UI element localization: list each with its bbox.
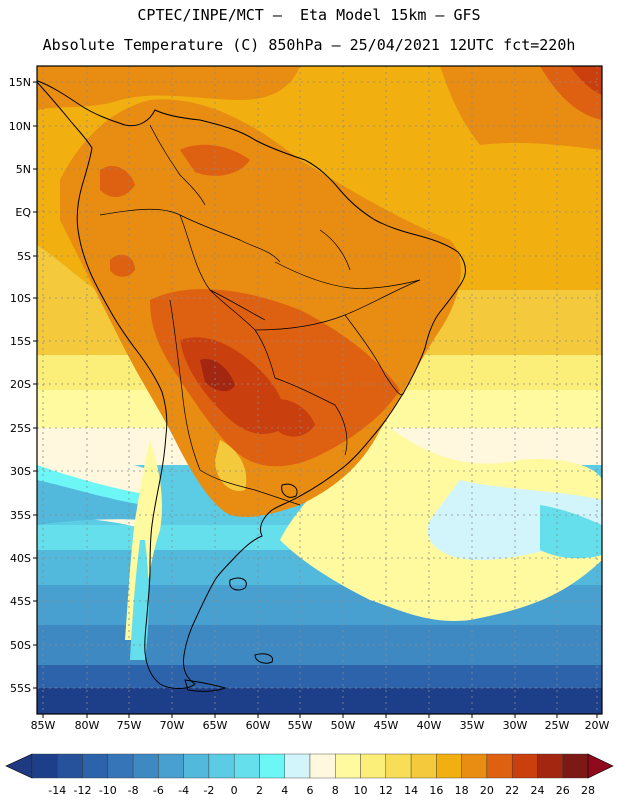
temperature-field: [37, 66, 602, 714]
colorbar-cells: [5, 753, 614, 779]
colorbar-cell: [410, 753, 437, 779]
longitude-label: 20W: [585, 719, 610, 732]
latitude-label: 55S: [10, 682, 31, 695]
colorbar-cell: [208, 753, 235, 779]
latitude-label: 45S: [10, 595, 31, 608]
colorbar-label: -8: [128, 784, 139, 797]
latitude-label: 40S: [10, 552, 31, 565]
colorbar-label: -6: [153, 784, 164, 797]
graticule: [37, 66, 602, 714]
longitude-label: 40W: [417, 719, 442, 732]
colorbar-label: 10: [354, 784, 368, 797]
longitude-labels: 85W 80W 75W 70W 65W 60W 55W 50W 45W 40W 35W 30W 25W 2…: [31, 714, 610, 732]
colorbar-cell: [31, 753, 58, 779]
latitude-label: 10N: [9, 120, 31, 133]
colorbar-cell: [511, 753, 538, 779]
colorbar-cell: [132, 753, 159, 779]
colorbar-cell: [82, 753, 109, 779]
colorbar-label: 20: [480, 784, 494, 797]
colorbar-label: 22: [505, 784, 519, 797]
colorbar-cell: [461, 753, 488, 779]
colorbar-label: 6: [307, 784, 314, 797]
colorbar-label: 16: [429, 784, 443, 797]
country-borders: [99, 124, 421, 506]
colorbar-label: -4: [178, 784, 189, 797]
colorbar-cell: [183, 753, 210, 779]
longitude-label: 25W: [545, 719, 570, 732]
longitude-label: 35W: [460, 719, 485, 732]
longitude-label: 80W: [75, 719, 100, 732]
latitude-label: 50S: [10, 639, 31, 652]
colorbar-cell: [57, 753, 83, 779]
latitude-label: 15S: [10, 335, 31, 348]
colorbar-under-arrow: [5, 753, 33, 779]
latitude-labels: 15N 10N 5N EQ 5S 10S 15S 20S 25S 30S 35S 40S 45S 50S 5…: [9, 76, 37, 695]
colorbar-cell: [259, 753, 285, 779]
latitude-label: 30S: [10, 465, 31, 478]
latitude-label: 5N: [16, 163, 31, 176]
colorbar-cell: [385, 753, 412, 779]
colorbar-label: 24: [530, 784, 544, 797]
colorbar-cell: [233, 753, 260, 779]
colorbar-label: 8: [332, 784, 339, 797]
coastline: [37, 80, 466, 692]
colorbar-label: 0: [231, 784, 238, 797]
latitude-label: 25S: [10, 422, 31, 435]
longitude-label: 45W: [374, 719, 399, 732]
longitude-label: 55W: [288, 719, 313, 732]
colorbar-label: 12: [379, 784, 393, 797]
colorbar-label: 14: [404, 784, 418, 797]
latitude-label: 35S: [10, 509, 31, 522]
colorbar-label: 4: [281, 784, 288, 797]
latitude-label: 20S: [10, 378, 31, 391]
longitude-label: 50W: [331, 719, 356, 732]
latitude-label: 5S: [17, 250, 31, 263]
colorbar-cell: [562, 753, 589, 779]
longitude-label: 85W: [31, 719, 56, 732]
colorbar-label: -12: [74, 784, 92, 797]
colorbar-cell: [107, 753, 134, 779]
longitude-label: 30W: [503, 719, 528, 732]
colorbar-label: -2: [203, 784, 214, 797]
longitude-label: 60W: [246, 719, 271, 732]
colorbar-cell: [309, 753, 336, 779]
colorbar-over-arrow: [587, 753, 614, 779]
colorbar-cell: [486, 753, 513, 779]
latitude-label: EQ: [15, 206, 31, 219]
colorbar-cell: [360, 753, 387, 779]
colorbar-cell: [436, 753, 462, 779]
colorbar-label: 18: [455, 784, 469, 797]
colorbar-label: -10: [99, 784, 117, 797]
colorbar-cell: [284, 753, 311, 779]
colorbar-label: -14: [48, 784, 66, 797]
longitude-label: 70W: [160, 719, 185, 732]
colorbar-label: 28: [581, 784, 595, 797]
colorbar-cell: [335, 753, 361, 779]
map-frame: [36, 65, 603, 715]
latitude-label: 10S: [10, 292, 31, 305]
colorbar-label: 2: [256, 784, 263, 797]
colorbar-cell: [537, 753, 563, 779]
colorbar-labels: -14 -12 -10 -8 -6 -4 -2 0 2 4 6 8 10 12 14 16 18 20 22 24 26…: [48, 784, 595, 797]
longitude-label: 65W: [203, 719, 228, 732]
map-title-line-2: Absolute Temperature (C) 850hPa – 25/04/…: [42, 36, 576, 54]
map-title-line-1: CPTEC/INPE/MCT – Eta Model 15km – GFS: [137, 6, 481, 24]
colorbar-cell: [158, 753, 184, 779]
longitude-label: 75W: [117, 719, 142, 732]
latitude-label: 15N: [9, 76, 31, 89]
colorbar-label: 26: [556, 784, 570, 797]
